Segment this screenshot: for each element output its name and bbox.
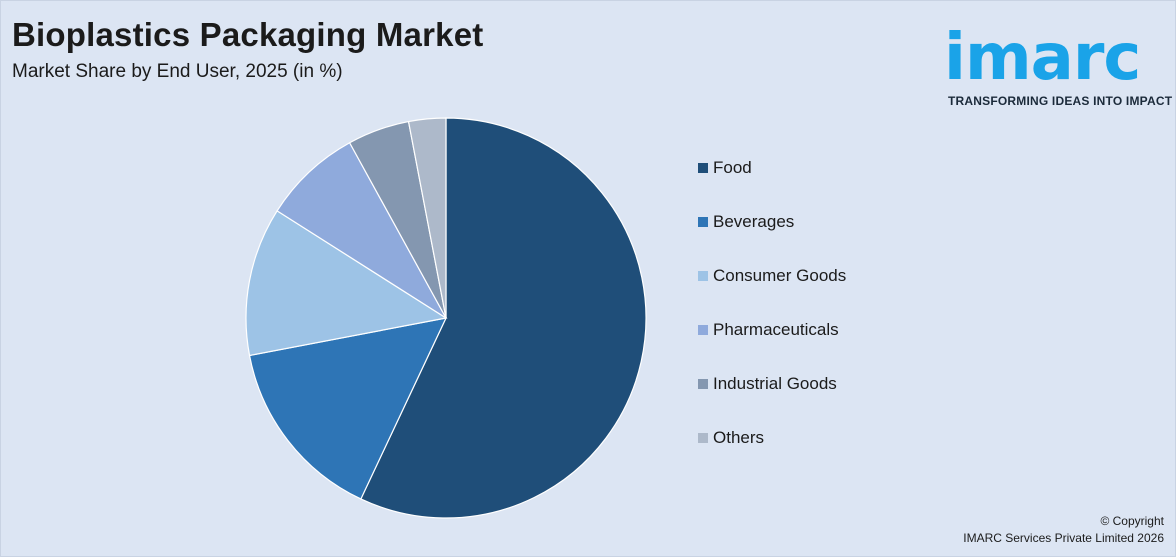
copyright-line-1: © Copyright bbox=[1100, 514, 1164, 528]
chart-subtitle: Market Share by End User, 2025 (in %) bbox=[12, 61, 343, 82]
logo-tagline: TRANSFORMING IDEAS INTO IMPACT bbox=[948, 94, 1173, 108]
legend-item-pharmaceuticals: Pharmaceuticals bbox=[698, 320, 839, 340]
legend-label: Others bbox=[713, 428, 765, 447]
pie-slice-beverages bbox=[248, 317, 448, 500]
legend-swatch bbox=[698, 217, 708, 227]
logo-wordmark: imarc bbox=[944, 21, 1141, 95]
chart-title: Bioplastics Packaging Market bbox=[12, 16, 484, 53]
legend-item-industrial-goods: Industrial Goods bbox=[698, 374, 837, 394]
pie-slice-consumer-goods bbox=[245, 210, 448, 357]
legend-swatch bbox=[698, 379, 708, 389]
legend-swatch bbox=[698, 325, 708, 335]
pie-slice-others bbox=[407, 117, 447, 319]
imarc-logo: imarc TRANSFORMING IDEAS INTO IMPACT bbox=[944, 12, 1172, 112]
legend-item-beverages: Beverages bbox=[698, 212, 794, 232]
pie-slice-food bbox=[360, 117, 647, 519]
legend-item-consumer-goods: Consumer Goods bbox=[698, 266, 846, 286]
pie-chart bbox=[245, 117, 647, 519]
pie-slice-pharmaceuticals bbox=[276, 141, 447, 319]
legend-swatch bbox=[698, 433, 708, 443]
copyright-notice: © Copyright IMARC Services Private Limit… bbox=[963, 513, 1164, 547]
legend-label: Beverages bbox=[713, 212, 795, 231]
legend-swatch bbox=[698, 163, 708, 173]
legend-label: Pharmaceuticals bbox=[713, 320, 839, 339]
legend-label: Consumer Goods bbox=[713, 266, 847, 285]
legend-label: Industrial Goods bbox=[713, 374, 837, 393]
legend-label: Food bbox=[713, 158, 752, 177]
copyright-line-2: IMARC Services Private Limited 2026 bbox=[963, 531, 1164, 545]
legend-swatch bbox=[698, 271, 708, 281]
legend-item-food: Food bbox=[698, 158, 752, 178]
legend-item-others: Others bbox=[698, 428, 764, 448]
